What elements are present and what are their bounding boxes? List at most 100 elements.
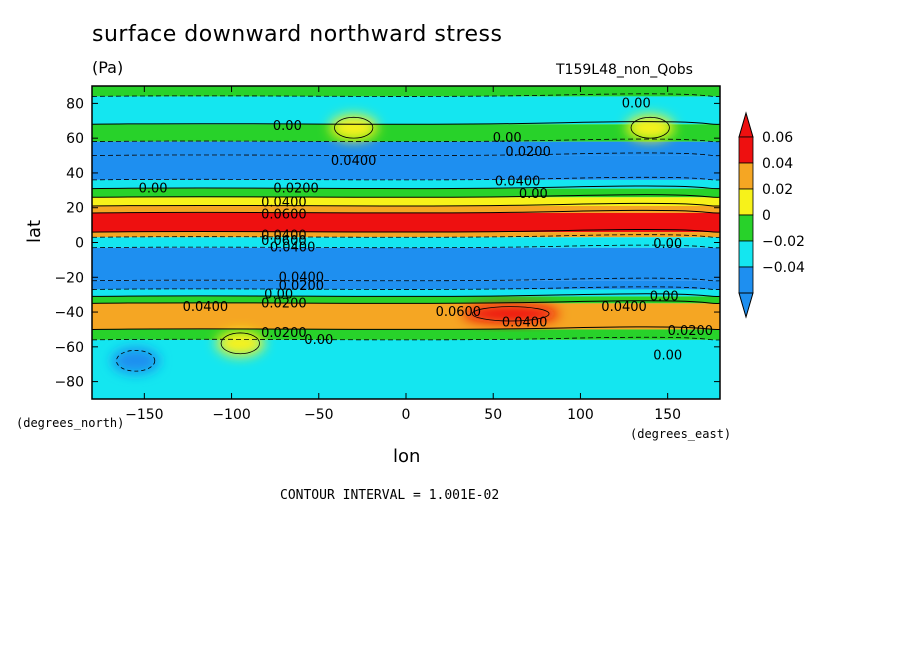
- contour-label-25: 0.00: [304, 333, 333, 348]
- y-tick-label-7: −60: [54, 340, 84, 356]
- contour-line-14: [92, 286, 720, 290]
- experiment-label: T159L48_non_Qobs: [556, 62, 693, 78]
- contour-line-16: [92, 300, 720, 304]
- colorbar-label-5: −0.04: [762, 260, 805, 276]
- band-18: [92, 339, 720, 399]
- y-tick-label-2: 40: [66, 166, 84, 182]
- colorbar-swatch-4: [738, 240, 754, 268]
- contour-line-15: [92, 293, 720, 298]
- contour-line-18: [92, 336, 720, 341]
- chart-units: (Pa): [92, 58, 124, 77]
- colorbar-label-0: 0.06: [762, 130, 793, 146]
- band-5: [92, 179, 720, 189]
- contour-label-4: 0.0400: [331, 154, 377, 169]
- contour-label-6: 0.00: [519, 187, 548, 202]
- contour-label-24: 0.0200: [261, 326, 307, 341]
- contour-label-18: 0.0200: [261, 296, 307, 311]
- y-tick-label-6: −40: [54, 305, 84, 321]
- colorbar-swatch-0: [738, 136, 754, 164]
- contour-label-8: 0.0200: [273, 182, 319, 197]
- band-9: [92, 212, 720, 233]
- contour-label-27: 0.00: [653, 349, 682, 364]
- x-tick-label-3: 0: [402, 407, 411, 423]
- x-tick-label-0: −150: [125, 407, 163, 423]
- feature-contour-1: [630, 116, 670, 139]
- x-tick-label-2: −50: [304, 407, 334, 423]
- colorbar-label-4: −0.02: [762, 234, 805, 250]
- contour-label-0: 0.00: [622, 96, 651, 111]
- band-16: [92, 303, 720, 330]
- contour-label-9: 0.0400: [261, 196, 307, 211]
- x-tick-label-1: −100: [212, 407, 250, 423]
- colorbar-extend-bottom: [738, 292, 754, 319]
- contour-label-21: 0.0400: [502, 315, 548, 330]
- x-tick-label-5: 100: [567, 407, 594, 423]
- contour-line-9: [92, 209, 720, 214]
- contour-line-7: [92, 194, 720, 198]
- x-tick-label-4: 50: [484, 407, 502, 423]
- band-7: [92, 197, 720, 206]
- x-axis-units: (degrees_east): [630, 427, 732, 441]
- feature-4: [216, 330, 265, 357]
- y-tick-label-0: 80: [66, 96, 84, 112]
- band-14: [92, 289, 720, 297]
- y-tick-label-1: 60: [66, 131, 84, 147]
- feature-contour-4: [220, 332, 260, 355]
- colorbar-swatch-2: [738, 188, 754, 216]
- contour-line-3: [92, 138, 720, 143]
- feature-1: [626, 114, 675, 141]
- contour-label-11: 0.0400: [261, 229, 307, 244]
- colorbar-swatch-3: [738, 214, 754, 242]
- feature-contour-3: [116, 349, 156, 372]
- contour-label-13: 0.0400: [270, 241, 316, 256]
- colorbar: 0.06 0.04 0.02 0 −0.02 −0.04: [738, 111, 805, 319]
- band-11: [92, 237, 720, 248]
- contour-line-11: [92, 234, 720, 238]
- contour-label-15: 0.0400: [279, 270, 325, 285]
- contour-label-1: 0.00: [273, 119, 302, 134]
- contour-line-2: [92, 121, 720, 125]
- contour-lines: [92, 93, 720, 341]
- feature-0: [329, 114, 378, 141]
- contour-label-12: 0.0600: [261, 234, 307, 249]
- filled-contour-bands: [92, 86, 720, 399]
- chart-title: surface downward northward stress: [92, 22, 503, 47]
- x-axis-label: lon: [393, 446, 421, 467]
- contour-label-7: 0.00: [139, 182, 168, 197]
- axes: −150 −100 −50 0 50 100 150 80 60 40 20 0 −20 −40 −60 −8…: [54, 86, 720, 423]
- band-8: [92, 205, 720, 213]
- colorbar-label-2: 0.02: [762, 182, 793, 198]
- contour-line-4: [92, 152, 720, 157]
- band-12: [92, 247, 720, 281]
- colorbar-extend-top: [738, 111, 754, 138]
- contour-label-20: 0.0600: [436, 305, 482, 320]
- band-1: [92, 96, 720, 125]
- band-17: [92, 329, 720, 340]
- contour-label-3: 0.0200: [505, 145, 551, 160]
- contour-label-14: 0.00: [653, 237, 682, 252]
- colorbar-swatch-5: [738, 266, 754, 294]
- band-2: [92, 124, 720, 142]
- feature-3: [111, 347, 160, 374]
- contour-line-5: [92, 176, 720, 181]
- contour-line-17: [92, 326, 720, 331]
- feature-2: [462, 304, 559, 323]
- contour-label-10: 0.0600: [261, 208, 307, 223]
- contour-label-22: 0.00: [650, 289, 679, 304]
- band-13: [92, 280, 720, 290]
- contour-interval-note: CONTOUR INTERVAL = 1.001E-02: [280, 488, 500, 503]
- y-tick-label-3: 20: [66, 201, 84, 217]
- band-10: [92, 232, 720, 238]
- feature-contour-0: [334, 116, 374, 139]
- contour-line-1: [92, 93, 720, 97]
- y-axis-units: (degrees_north): [16, 416, 125, 430]
- contour-line-12: [92, 244, 720, 249]
- feature-contour-2: [471, 306, 550, 322]
- contour-label-19: 0.0400: [183, 300, 229, 315]
- contour-label-2: 0.00: [493, 131, 522, 146]
- x-tick-label-6: 150: [654, 407, 681, 423]
- contour-line-10: [92, 228, 720, 233]
- contour-label-5: 0.0400: [495, 175, 541, 190]
